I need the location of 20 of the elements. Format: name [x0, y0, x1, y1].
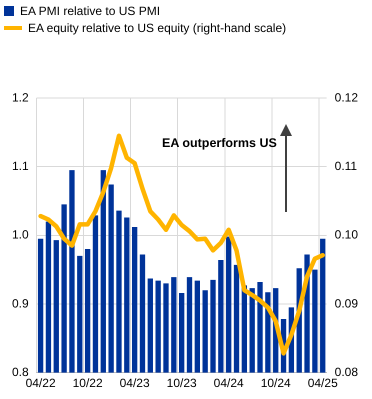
x-tick-label: 04/22: [26, 376, 56, 390]
x-tick-label: 10/24: [260, 376, 292, 390]
annotation: EA outperforms US: [162, 136, 277, 150]
y2-tick-label: 0.12: [334, 90, 358, 104]
y-tick-label: 1.0: [12, 228, 29, 242]
y-tick-label: 0.9: [12, 296, 29, 310]
y2-tick-label: 0.08: [334, 364, 358, 379]
y2-tick-label: 0.10: [334, 228, 358, 242]
x-tick-label: 04/25: [308, 376, 338, 390]
y-tick-label: 0.8: [12, 364, 29, 379]
y-tick-label: 1.1: [12, 158, 29, 173]
x-tick-label: 04/24: [214, 376, 244, 390]
x-tick-label: 04/23: [120, 376, 150, 390]
x-tick-label: 10/22: [72, 376, 103, 390]
legend-label: EA equity relative to US equity (right-hand scale): [28, 20, 286, 34]
y-tick-label: 1.2: [12, 90, 29, 104]
x-tick-label: 10/23: [166, 376, 198, 390]
y2-tick-label: 0.11: [334, 158, 358, 173]
legend-label: EA PMI relative to US PMI: [20, 4, 160, 18]
y2-tick-label: 0.09: [334, 296, 358, 310]
